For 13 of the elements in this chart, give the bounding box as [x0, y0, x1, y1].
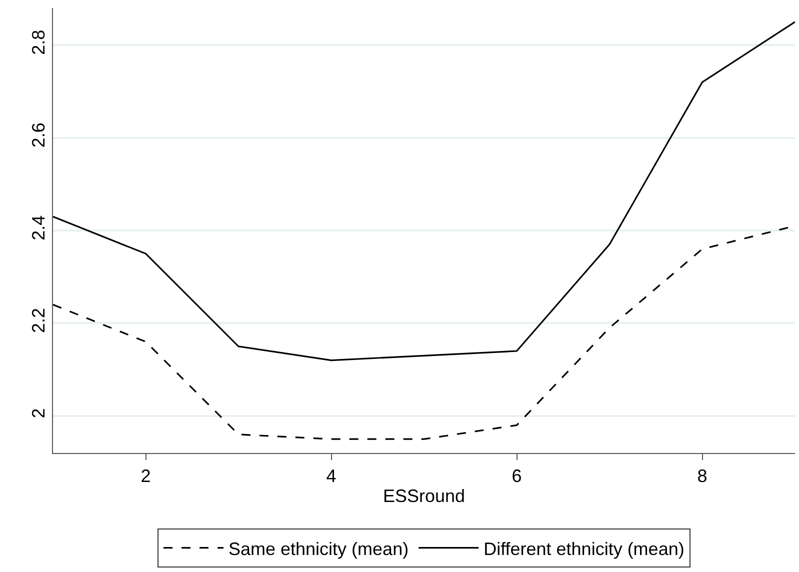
y-tick-label: 2.4	[28, 215, 49, 240]
x-tick-label: 2	[140, 466, 151, 486]
x-tick-label: 4	[326, 466, 336, 486]
y-tick-label: 2.2	[28, 308, 49, 334]
x-tick-label: 6	[512, 466, 522, 486]
x-tick-label: 8	[697, 466, 708, 486]
y-tick-label: 2.8	[28, 30, 49, 55]
legend-label: Same ethnicity (mean)	[228, 538, 409, 559]
x-axis-title: ESSround	[382, 486, 466, 506]
line-series	[53, 21, 795, 362]
y-tick-label: 2	[28, 408, 49, 418]
y-tick-label: 2.6	[28, 122, 49, 148]
legend-label: Different ethnicity (mean)	[484, 538, 684, 559]
